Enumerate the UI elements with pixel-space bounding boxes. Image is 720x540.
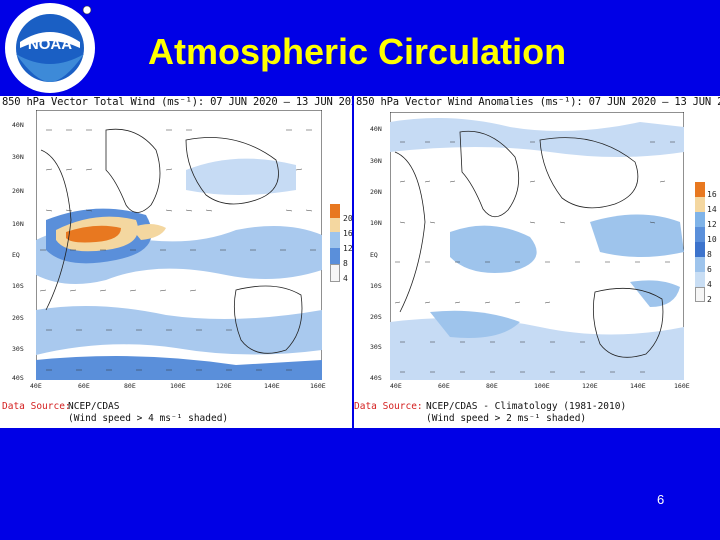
lat-label: 20N	[12, 187, 24, 195]
lon-label: 40E	[390, 382, 402, 390]
lon-label: 160E	[310, 382, 326, 390]
lat-label: 30S	[370, 343, 382, 351]
colorbar-label: 8	[707, 250, 712, 259]
colorbar-label: 20	[343, 214, 352, 223]
lat-label: 30N	[370, 157, 382, 165]
lon-label: 80E	[124, 382, 136, 390]
colorbar-swatch	[695, 212, 705, 227]
colorbar-label: 16	[343, 229, 352, 238]
lon-label: 120E	[216, 382, 232, 390]
lon-label: 140E	[264, 382, 280, 390]
colorbar-swatch	[695, 197, 705, 212]
data-source-line1: NCEP/CDAS - Climatology (1981-2010)	[426, 401, 627, 412]
data-source-line2: (Wind speed > 4 ms⁻¹ shaded)	[68, 413, 229, 424]
lat-label: 10N	[12, 220, 24, 228]
lon-label: 60E	[438, 382, 450, 390]
noaa-acronym: NOAA	[28, 36, 72, 53]
colorbar-swatch	[330, 218, 340, 232]
lat-label: 10S	[370, 282, 382, 290]
colorbar-swatch	[695, 227, 705, 242]
total-wind-map	[36, 110, 322, 380]
lat-label: EQ	[370, 251, 378, 259]
lon-label: 100E	[534, 382, 550, 390]
page-title: Atmospheric Circulation	[148, 31, 567, 72]
lat-label: 10N	[370, 219, 382, 227]
lat-label: 40S	[370, 374, 382, 382]
data-source-label: Data Source:	[354, 401, 423, 412]
noaa-seal-icon: NOAA	[5, 3, 95, 93]
wind-anomalies-colorbar	[695, 182, 705, 302]
lat-label: 40S	[12, 374, 24, 382]
lat-label: 20S	[12, 314, 24, 322]
lon-label: 60E	[78, 382, 90, 390]
colorbar-swatch	[695, 287, 705, 302]
lon-label: 100E	[170, 382, 186, 390]
colorbar-label: 4	[343, 274, 348, 283]
data-source-line2: (Wind speed > 2 ms⁻¹ shaded)	[426, 413, 587, 424]
lat-label: 30N	[12, 153, 24, 161]
colorbar-swatch	[695, 182, 705, 197]
lat-label: 20S	[370, 313, 382, 321]
colorbar-swatch	[330, 248, 340, 264]
page-number: 6	[657, 492, 665, 507]
lat-label: 10S	[12, 282, 24, 290]
data-source-line1: NCEP/CDAS	[68, 401, 120, 412]
colorbar-swatch	[330, 264, 340, 282]
lat-label: 40N	[370, 125, 382, 133]
colorbar-label: 14	[707, 205, 717, 214]
lon-label: 140E	[630, 382, 646, 390]
wind-anomalies-title: 850 hPa Vector Wind Anomalies (ms⁻¹): 07…	[356, 96, 720, 108]
colorbar-label: 12	[707, 220, 717, 229]
colorbar-swatch	[330, 204, 340, 218]
colorbar-swatch	[330, 232, 340, 248]
colorbar-swatch	[695, 242, 705, 257]
total-wind-title: 850 hPa Vector Total Wind (ms⁻¹): 07 JUN…	[2, 96, 352, 108]
colorbar-swatch	[695, 272, 705, 287]
colorbar-label: 4	[707, 280, 712, 289]
colorbar-swatch	[695, 257, 705, 272]
lat-label: 20N	[370, 188, 382, 196]
colorbar-label: 8	[343, 259, 348, 268]
colorbar-label: 16	[707, 190, 717, 199]
total-wind-colorbar	[330, 204, 340, 282]
colorbar-label: 12	[343, 244, 352, 253]
lon-label: 40E	[30, 382, 42, 390]
lon-label: 80E	[486, 382, 498, 390]
wind-anomalies-panel: 850 hPa Vector Wind Anomalies (ms⁻¹): 07…	[354, 96, 720, 428]
colorbar-label: 2	[707, 295, 712, 304]
data-source-label: Data Source:	[2, 401, 71, 412]
lat-label: EQ	[12, 251, 20, 259]
wind-anomalies-map	[390, 112, 684, 380]
lon-label: 120E	[582, 382, 598, 390]
lat-label: 30S	[12, 345, 24, 353]
lat-label: 40N	[12, 121, 24, 129]
lon-label: 160E	[674, 382, 690, 390]
total-wind-panel: 850 hPa Vector Total Wind (ms⁻¹): 07 JUN…	[0, 96, 352, 428]
colorbar-label: 6	[707, 265, 712, 274]
colorbar-label: 10	[707, 235, 717, 244]
